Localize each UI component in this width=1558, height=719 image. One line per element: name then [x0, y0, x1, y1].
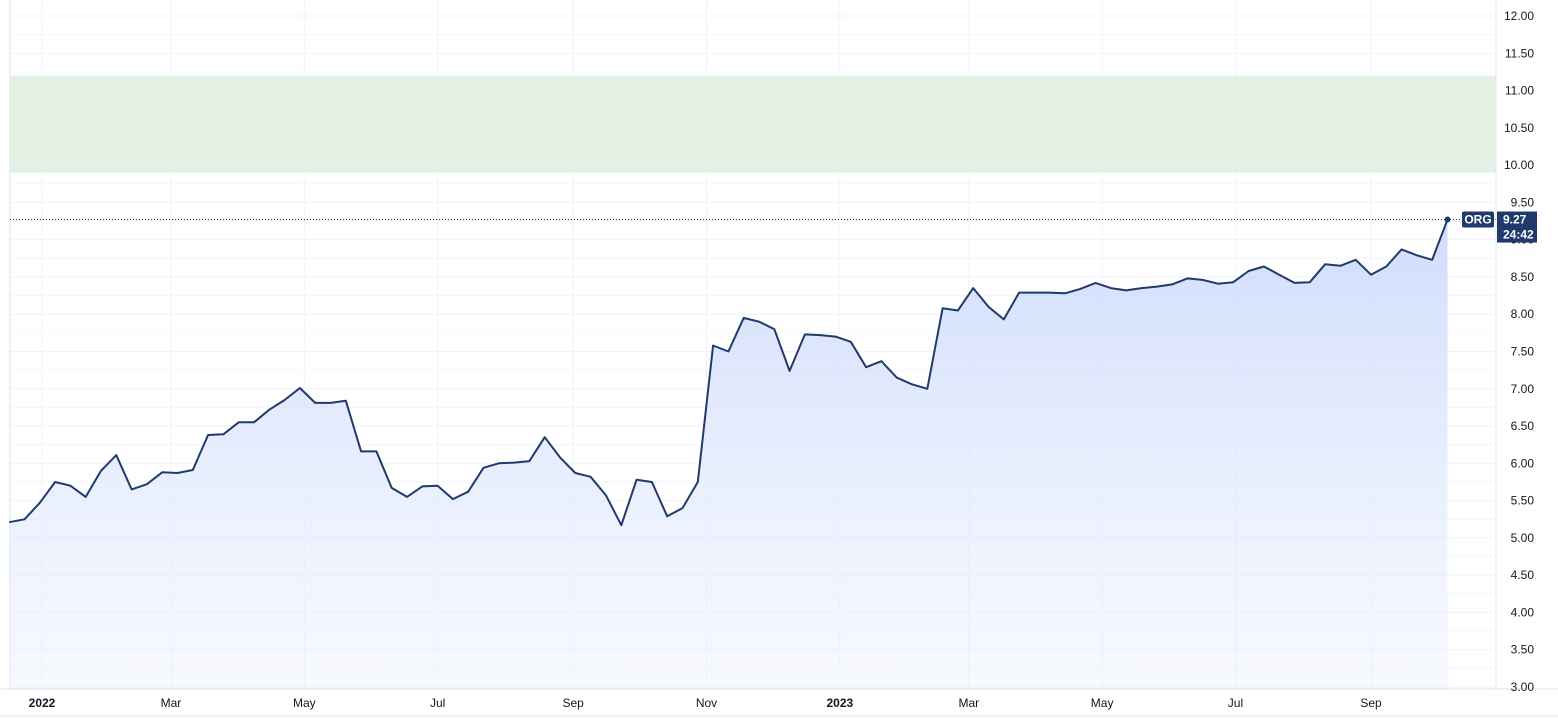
price-area-fill — [9, 219, 1448, 689]
last-price-marker — [1444, 216, 1451, 223]
time-tick-label: May — [293, 696, 316, 710]
price-tick-label: 3.50 — [1511, 643, 1535, 657]
price-tick-label: 8.00 — [1511, 307, 1535, 321]
countdown-label: 24:42 — [1503, 228, 1534, 242]
price-tick-label: 9.50 — [1511, 195, 1535, 209]
time-tick-label: Nov — [696, 696, 717, 710]
price-line — [9, 219, 1449, 527]
price-tick-label: 8.50 — [1511, 270, 1535, 284]
ticker-label-bg — [1462, 211, 1494, 228]
time-tick-label: Sep — [1360, 696, 1382, 710]
price-tick-label: 11.50 — [1505, 46, 1534, 60]
time-axis: 2022 Mar May Jul Sep Nov 2023 Mar May Jul Sep — [29, 696, 1382, 710]
time-tick-label: 2022 — [29, 696, 56, 710]
time-tick-label: Mar — [958, 696, 979, 710]
time-tick-label: May — [1091, 696, 1114, 710]
price-tick-label: 11.00 — [1505, 84, 1534, 98]
ticker-label: ORG — [1464, 213, 1491, 227]
time-tick-label: Jul — [1228, 696, 1243, 710]
price-tick-label: 4.50 — [1511, 568, 1535, 582]
last-price-label: 9.27 — [1503, 213, 1527, 227]
price-tick-label: 3.00 — [1511, 680, 1535, 694]
price-tick-label: 4.00 — [1511, 605, 1535, 619]
time-tick-label: 2023 — [826, 696, 853, 710]
price-tick-label: 12.00 — [1504, 9, 1534, 23]
price-tick-label: 5.50 — [1511, 494, 1535, 508]
price-tick-label: 7.00 — [1511, 382, 1535, 396]
price-tick-label: 6.50 — [1511, 419, 1535, 433]
price-tick-label: 10.00 — [1504, 158, 1534, 172]
price-tick-label: 5.00 — [1511, 531, 1535, 545]
price-tick-label: 10.50 — [1504, 121, 1534, 135]
price-tick-label: 7.50 — [1511, 345, 1535, 359]
price-label-bg — [1497, 211, 1537, 243]
time-tick-label: Mar — [161, 696, 182, 710]
last-price-badge: ORG 9.27 24:42 — [1462, 211, 1537, 243]
target-range-band — [10, 75, 1496, 173]
time-tick-label: Sep — [562, 696, 584, 710]
price-tick-label: 6.00 — [1511, 456, 1535, 470]
time-tick-label: Jul — [430, 696, 445, 710]
price-axis: 12.0011.5011.0010.5010.009.509.008.508.0… — [1504, 9, 1534, 694]
